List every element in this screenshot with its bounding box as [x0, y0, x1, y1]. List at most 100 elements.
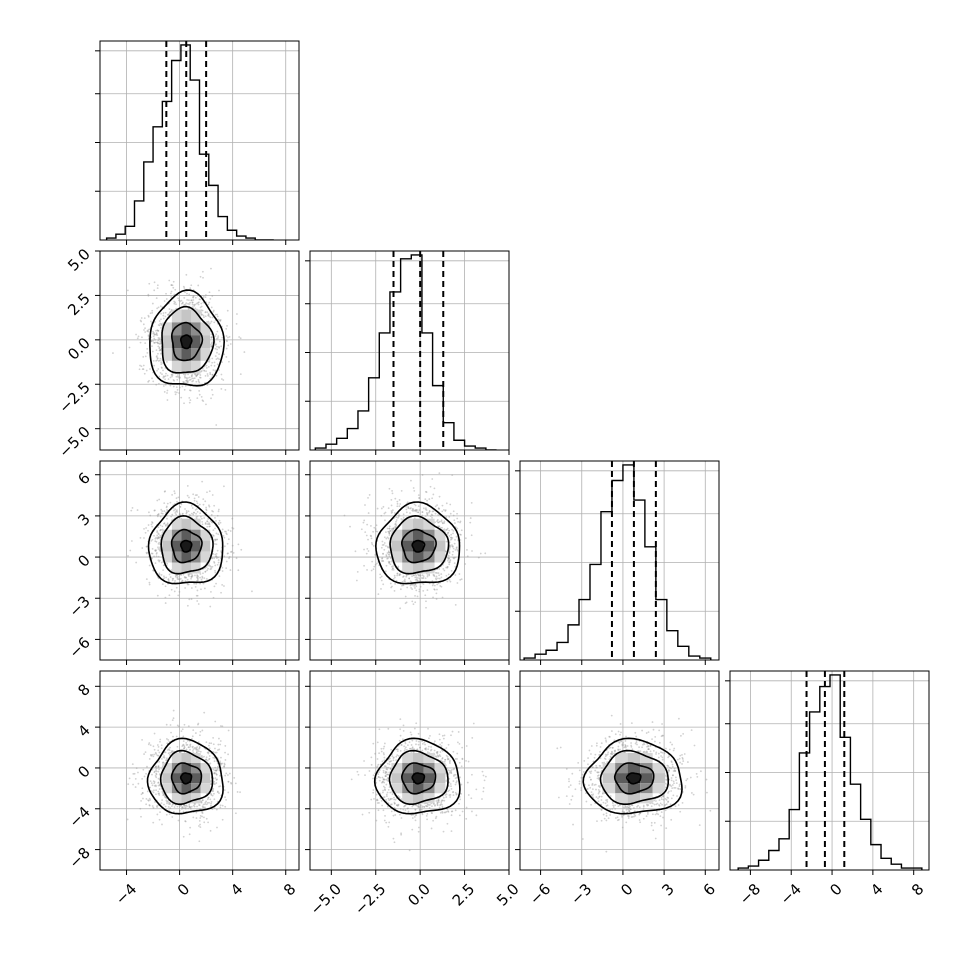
density-bin — [627, 793, 641, 804]
density-bin — [391, 773, 403, 784]
density-bin — [171, 763, 182, 774]
density-bin — [402, 518, 413, 530]
density-bin — [181, 335, 192, 349]
contour-level-1 — [388, 749, 449, 805]
axes-frame — [99, 250, 300, 451]
x-tick-label: −2.5 — [351, 880, 389, 918]
density-bin — [181, 793, 192, 804]
hist-panel-1 — [305, 250, 510, 455]
density-bin — [652, 783, 666, 794]
density-bin — [171, 551, 182, 563]
density-bin — [602, 763, 616, 774]
contour-level-0 — [374, 501, 461, 585]
axes-frame — [309, 670, 510, 871]
density-bin — [412, 529, 424, 541]
contour-level-0 — [373, 737, 461, 815]
density-bin — [181, 562, 192, 574]
density-bin — [171, 335, 182, 349]
density-bin — [162, 529, 172, 541]
density-bin — [171, 322, 182, 336]
contour-level-2 — [400, 528, 437, 564]
x-tick-label: 8 — [908, 880, 927, 899]
density-panel-2-0: −6 −3 0 3 6 — [65, 460, 300, 665]
axes-frame — [519, 670, 720, 871]
density-bin — [171, 540, 182, 552]
x-tick-label: 6 — [700, 880, 719, 899]
density-bin — [402, 763, 413, 774]
density-bin — [162, 348, 172, 361]
x-tick-label: 5.0 — [493, 880, 523, 910]
density-bin — [200, 322, 211, 336]
density-bin — [434, 529, 446, 541]
density-bin — [652, 773, 666, 784]
x-tick-label: 0.0 — [404, 880, 434, 910]
x-tick-label: −5.0 — [307, 880, 345, 918]
density-bin — [191, 335, 201, 349]
contour-level-1 — [599, 749, 669, 805]
density-bin — [627, 783, 641, 794]
contour-level-3 — [180, 334, 193, 350]
axes-frame — [309, 250, 510, 451]
density-bin — [162, 763, 172, 774]
density-bin — [181, 540, 192, 552]
contour-level-0 — [147, 501, 224, 585]
density-bin — [181, 529, 192, 541]
contour-level-2 — [170, 321, 204, 362]
density-bin — [191, 540, 201, 552]
histogram-series — [737, 674, 923, 870]
contour-level-1 — [159, 749, 214, 805]
density-bin — [181, 783, 192, 794]
x-tick-label: −3 — [567, 880, 595, 908]
x-tick-label: 0 — [174, 880, 193, 899]
density-bin — [434, 763, 446, 774]
contour-level-1 — [389, 514, 450, 575]
density-bin — [391, 783, 403, 794]
x-tick-label: −4 — [112, 880, 140, 908]
density-bin — [423, 518, 435, 530]
density-bin — [391, 763, 403, 774]
density-bins — [162, 309, 211, 374]
density-bin — [191, 360, 201, 374]
density-bin — [162, 783, 172, 794]
density-bin — [171, 529, 182, 541]
density-bin — [402, 773, 413, 784]
density-panel-1-0: −5.0 −2.5 0.0 2.5 5.0 — [55, 245, 300, 461]
density-bin — [200, 335, 211, 349]
density-panel-2-1 — [305, 460, 510, 665]
contour-level-0 — [582, 737, 683, 815]
density-bin — [602, 783, 616, 794]
density-bin — [640, 773, 653, 784]
density-bin — [200, 763, 211, 774]
density-bin — [402, 752, 413, 764]
density-bin — [402, 793, 413, 804]
density-bin — [434, 551, 446, 563]
density-bin — [181, 518, 192, 530]
hist-panel-2 — [515, 460, 720, 665]
axes-frame — [99, 670, 300, 871]
density-bin — [200, 529, 211, 541]
contour-level-1 — [160, 514, 214, 575]
density-bin — [412, 793, 424, 804]
density-bin — [191, 518, 201, 530]
density-bin — [162, 335, 172, 349]
density-bin — [402, 529, 413, 541]
density-bin — [171, 793, 182, 804]
contour-level-3 — [411, 772, 426, 785]
scatter-points — [343, 472, 487, 610]
x-tick-label: 2.5 — [449, 880, 479, 910]
contour-level-3 — [625, 772, 642, 785]
density-bin — [191, 562, 201, 574]
density-bin — [434, 773, 446, 784]
density-bin — [200, 540, 211, 552]
y-tick-label: −5.0 — [55, 423, 93, 461]
y-tick-label: 8 — [74, 680, 93, 699]
density-bin — [402, 540, 413, 552]
density-bin — [191, 309, 201, 323]
axes-frame — [309, 460, 510, 661]
density-bin — [162, 773, 172, 784]
y-tick-label: 6 — [74, 469, 93, 488]
density-bin — [640, 752, 653, 764]
density-bin — [391, 529, 403, 541]
density-bin — [181, 360, 192, 374]
